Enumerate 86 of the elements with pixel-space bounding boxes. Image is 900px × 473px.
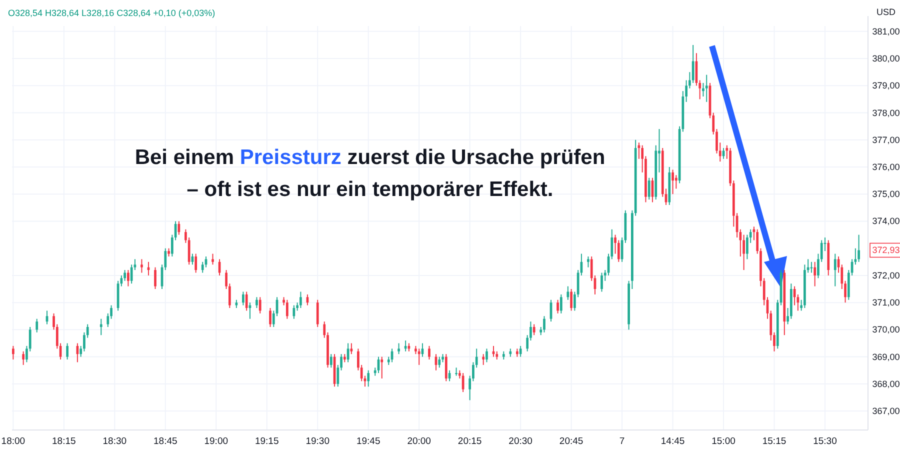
annotation: Preissturz <box>240 146 342 169</box>
candlestick <box>286 299 288 320</box>
annotation: Bei einem <box>134 146 240 169</box>
y-tick-label: 368,00 <box>872 378 900 389</box>
candlestick <box>127 270 130 287</box>
x-tick-label: 15:00 <box>712 436 736 447</box>
candlestick <box>858 234 860 262</box>
candlestick <box>330 354 332 368</box>
y-tick-label: 379,00 <box>872 80 900 91</box>
y-tick-label: 367,00 <box>872 406 900 416</box>
candlestick <box>438 356 441 368</box>
annotation: zuerst die Ursache prüfen <box>341 146 606 169</box>
y-tick-label: 378,00 <box>872 108 900 118</box>
candlestick <box>692 44 694 84</box>
candlestick <box>380 356 384 379</box>
candlestick <box>140 258 143 274</box>
candlestick <box>212 253 214 266</box>
candlestick <box>705 74 708 102</box>
x-tick-label: 19:00 <box>204 436 228 447</box>
x-tick-label: 19:30 <box>306 436 330 447</box>
text: O328,54 H328,64 L328,16 C328,64 +0,10 (+0,03%) <box>8 8 216 18</box>
candlestick <box>292 304 296 320</box>
y-tick-label: 371,00 <box>872 298 900 308</box>
candlestick <box>570 288 572 312</box>
candlestick <box>532 324 536 336</box>
candlestick <box>482 354 485 366</box>
y-tick-label: 370,00 <box>872 324 900 335</box>
y-axis-title: USD <box>876 7 896 17</box>
candlestick <box>543 316 546 333</box>
candlestick <box>154 266 156 290</box>
x-tick-label: 18:15 <box>52 436 76 447</box>
candlestick <box>367 370 370 388</box>
candlestick <box>100 318 102 336</box>
candlestick <box>269 307 272 328</box>
x-tick-label: 18:45 <box>154 436 178 447</box>
candlestick <box>672 169 674 195</box>
y-tick-label: 372,00 <box>872 270 900 280</box>
candlestick <box>587 256 590 268</box>
candlestick <box>560 294 562 314</box>
candlestick <box>22 350 25 366</box>
y-tick-label: 381,00 <box>872 26 900 36</box>
candlestick <box>556 299 559 314</box>
candlestick <box>834 253 836 287</box>
x-tick-label: 18:00 <box>1 436 26 447</box>
candlestick <box>194 253 198 274</box>
candlestick <box>350 342 353 355</box>
candlestick <box>316 299 319 328</box>
candlestick <box>398 342 400 355</box>
candlestick <box>428 345 430 360</box>
candlestick <box>455 367 458 376</box>
y-tick-label: 376,00 <box>872 162 900 172</box>
y-tick-label: 380,00 <box>872 54 900 64</box>
candlestick <box>178 220 180 236</box>
candlestick <box>600 272 603 292</box>
x-tick-label: 7 <box>619 436 625 447</box>
y-tick-label: 369,00 <box>872 352 900 362</box>
candlestick <box>245 291 248 312</box>
y-tick-label: 375,00 <box>872 189 900 200</box>
x-tick-label: 14:45 <box>660 436 685 447</box>
annotation: 372,93 <box>872 245 900 256</box>
x-tick-label: 20:00 <box>407 436 431 447</box>
candlestick <box>566 286 570 300</box>
candlestick <box>444 354 448 382</box>
x-tick-label: 18:30 <box>102 436 127 447</box>
x-tick-label: 15:30 <box>813 436 837 447</box>
candlestick <box>242 291 244 306</box>
annotation: – oft ist es nur ein temporärer Effekt. <box>186 178 554 201</box>
x-tick-label: 15:15 <box>762 436 786 447</box>
candlestick <box>256 296 258 308</box>
candlestick <box>300 291 302 308</box>
candlestick <box>814 261 816 287</box>
x-tick-label: 19:15 <box>254 436 279 447</box>
candlestick <box>36 318 38 333</box>
candlestick <box>66 342 68 360</box>
candlestick <box>648 177 650 200</box>
candlestick <box>418 348 420 366</box>
x-tick-label: 20:45 <box>559 436 584 447</box>
candlestick <box>674 174 678 190</box>
candlestick <box>258 296 262 314</box>
x-tick-label: 20:15 <box>458 436 482 447</box>
x-tick-label: 20:30 <box>508 436 532 447</box>
candlestick <box>486 348 488 363</box>
y-tick-label: 377,00 <box>872 134 900 145</box>
y-tick-label: 374,00 <box>872 216 900 226</box>
x-tick-label: 19:45 <box>356 436 380 447</box>
candlestick <box>12 345 14 360</box>
